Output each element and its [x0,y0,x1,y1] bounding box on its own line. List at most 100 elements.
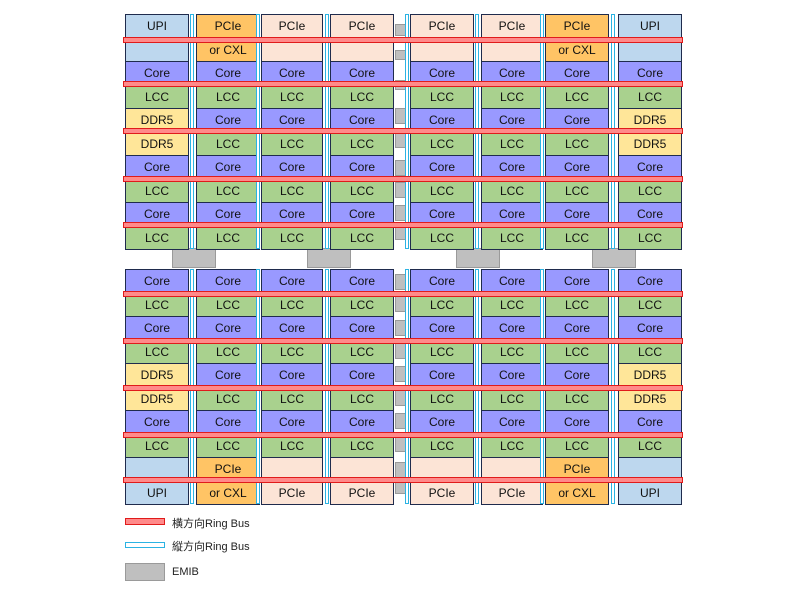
legend-horizontal-bus-label: 横方向Ring Bus [172,518,250,530]
top-die-tile-r9-c5: LCC [481,225,543,250]
bottom-die-tile-r9-c5: PCIe [481,480,543,505]
top-die-tile-r6-c2: Core [261,155,323,180]
horizontal-ring-bus [123,432,683,438]
bottom-die-tile-r4-c4: Core [410,363,474,388]
horizontal-ring-bus [123,222,683,228]
legend-horizontal-bus-swatch [125,518,165,525]
bottom-die-tile-r9-c7: UPI [618,480,682,505]
bottom-die-tile-r0-c2: Core [261,269,323,294]
top-die-tile-r9-c7: LCC [618,225,682,250]
top-die-tile-r3-c0: LCC [125,84,189,109]
bottom-die-tile-r6-c1: Core [196,410,260,435]
bottom-die-tile-r9-c2: PCIe [261,480,323,505]
top-die-tile-r0-c5: PCIe [481,14,543,39]
top-die-tile-r5-c3: LCC [330,131,394,156]
top-die-tile-r0-c0: UPI [125,14,189,39]
emib-block [456,248,500,268]
bottom-die-tile-r9-c1: or CXL [196,480,260,505]
top-die-tile-r5-c4: LCC [410,131,474,156]
bottom-die-tile-r6-c0: Core [125,410,189,435]
top-die-tile-r0-c2: PCIe [261,14,323,39]
bottom-die-tile-r6-c3: Core [330,410,394,435]
top-die-tile-r0-c4: PCIe [410,14,474,39]
top-die-tile-r7-c5: LCC [481,178,543,203]
legend-vertical-bus-swatch [125,542,165,548]
top-die-tile-r6-c3: Core [330,155,394,180]
bottom-die-tile-r2-c7: Core [618,316,682,341]
bottom-die-tile-r2-c5: Core [481,316,543,341]
bottom-die-tile-r4-c6: Core [545,363,609,388]
top-die-tile-r0-c1: PCIe [196,14,260,39]
top-die-tile-r3-c1: LCC [196,84,260,109]
bottom-die-tile-r9-c4: PCIe [410,480,474,505]
bottom-die-tile-r4-c1: Core [196,363,260,388]
legend-emib-swatch [125,563,165,581]
bottom-die-tile-r9-c3: PCIe [330,480,394,505]
bottom-die-tile-r9-c0: UPI [125,480,189,505]
bottom-die-tile-r4-c5: Core [481,363,543,388]
bottom-die-tile-r0-c5: Core [481,269,543,294]
top-die-tile-r3-c3: LCC [330,84,394,109]
top-die-tile-r0-c3: PCIe [330,14,394,39]
bottom-die-tile-r2-c0: Core [125,316,189,341]
top-die-tile-r3-c6: LCC [545,84,609,109]
bottom-die-tile-r0-c3: Core [330,269,394,294]
top-die-tile-r7-c7: LCC [618,178,682,203]
top-die-tile-r9-c1: LCC [196,225,260,250]
top-die-tile-r3-c5: LCC [481,84,543,109]
bottom-die-tile-r9-c6: or CXL [545,480,609,505]
horizontal-ring-bus [123,176,683,182]
top-die-tile-r0-c7: UPI [618,14,682,39]
horizontal-ring-bus [123,291,683,297]
horizontal-ring-bus [123,37,683,43]
bottom-die-tile-r2-c3: Core [330,316,394,341]
bottom-die-tile-r4-c3: Core [330,363,394,388]
bottom-die-tile-r0-c1: Core [196,269,260,294]
bottom-die-tile-r6-c4: Core [410,410,474,435]
top-die-tile-r5-c1: LCC [196,131,260,156]
bottom-die-tile-r0-c6: Core [545,269,609,294]
top-die-tile-r6-c1: Core [196,155,260,180]
legend-vertical-bus-label: 縦方向Ring Bus [172,541,250,553]
top-die-tile-r5-c2: LCC [261,131,323,156]
bottom-die-tile-r0-c0: Core [125,269,189,294]
top-die-tile-r7-c3: LCC [330,178,394,203]
horizontal-ring-bus [123,338,683,344]
top-die-tile-r3-c7: LCC [618,84,682,109]
bottom-die-tile-r2-c4: Core [410,316,474,341]
top-die-tile-r9-c0: LCC [125,225,189,250]
top-die-tile-r5-c5: LCC [481,131,543,156]
top-die-tile-r9-c4: LCC [410,225,474,250]
top-die-tile-r6-c4: Core [410,155,474,180]
top-die-tile-r9-c3: LCC [330,225,394,250]
bottom-die-tile-r6-c6: Core [545,410,609,435]
horizontal-ring-bus [123,81,683,87]
top-die-tile-r7-c2: LCC [261,178,323,203]
emib-block [592,248,636,268]
horizontal-ring-bus [123,385,683,391]
bottom-die-tile-r6-c5: Core [481,410,543,435]
bottom-die-tile-r0-c7: Core [618,269,682,294]
top-die-tile-r7-c1: LCC [196,178,260,203]
top-die-tile-r0-c6: PCIe [545,14,609,39]
top-die-tile-r9-c2: LCC [261,225,323,250]
top-die-tile-r7-c4: LCC [410,178,474,203]
legend-emib-label: EMIB [172,566,199,578]
horizontal-ring-bus [123,128,683,134]
top-die-tile-r5-c7: DDR5 [618,131,682,156]
bottom-die-tile-r4-c2: Core [261,363,323,388]
bottom-die-tile-r2-c6: Core [545,316,609,341]
horizontal-ring-bus [123,477,683,483]
top-die-tile-r7-c0: LCC [125,178,189,203]
bottom-die-tile-r4-c7: DDR5 [618,363,682,388]
bottom-die-tile-r2-c1: Core [196,316,260,341]
top-die-tile-r3-c2: LCC [261,84,323,109]
top-die-tile-r5-c6: LCC [545,131,609,156]
bottom-die-tile-r6-c7: Core [618,410,682,435]
bottom-die-tile-r4-c0: DDR5 [125,363,189,388]
bottom-die-tile-r0-c4: Core [410,269,474,294]
top-die-tile-r9-c6: LCC [545,225,609,250]
bottom-die-tile-r2-c2: Core [261,316,323,341]
emib-block [172,248,216,268]
